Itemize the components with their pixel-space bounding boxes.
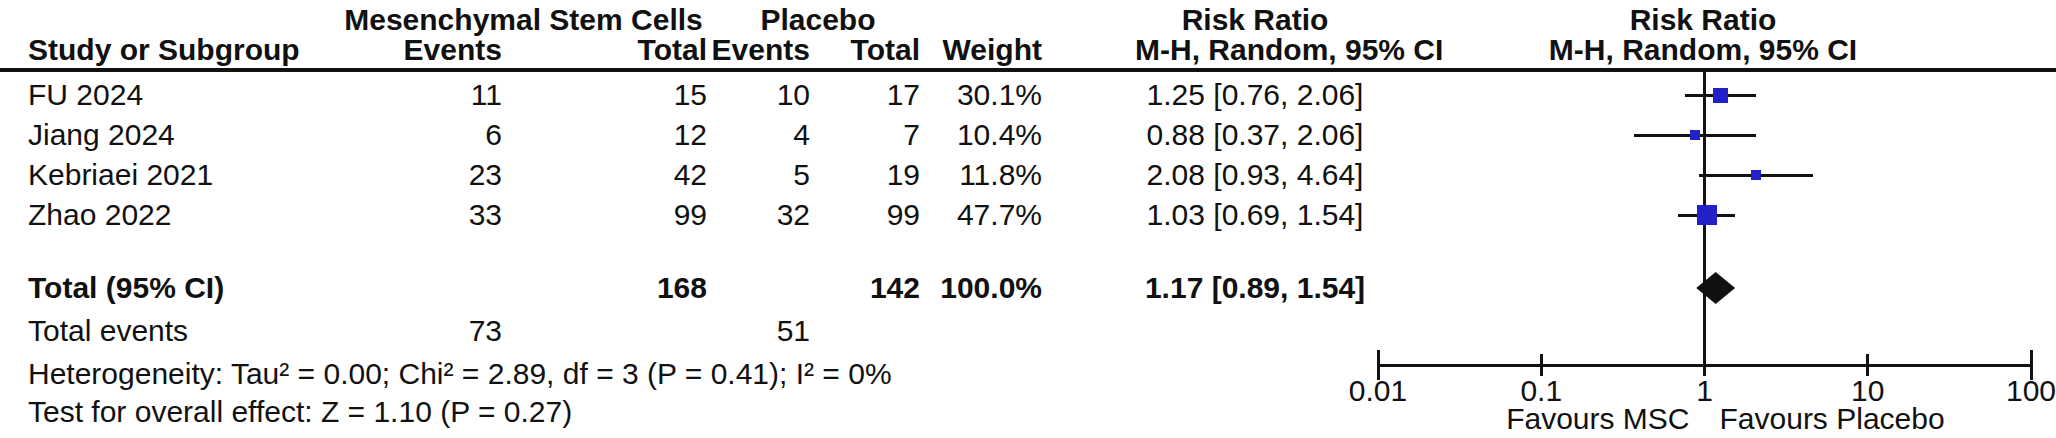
heterogeneity-text: Heterogeneity: Tau² = 0.00; Chi² = 2.89,… — [28, 354, 1028, 394]
effect-square — [1697, 205, 1717, 225]
total-row-weight: 100.0% — [940, 268, 1042, 308]
col-header-mh-ci-plot: M-H, Random, 95% CI — [1543, 30, 1863, 70]
total-events-value2: 51 — [710, 311, 810, 351]
msc-events: 33 — [340, 195, 502, 235]
x-axis-tick-label: 100 — [1981, 376, 2056, 406]
col-header-mh-ci-text: M-H, Random, 95% CI — [1135, 30, 1375, 70]
msc-events: 11 — [340, 75, 502, 115]
forest-plot-figure: Mesenchymal Stem Cells Placebo Risk Rati… — [0, 0, 2056, 438]
header-separator-line — [0, 68, 2056, 72]
weight-value: 10.4% — [940, 115, 1042, 155]
msc-events: 23 — [340, 155, 502, 195]
study-label: FU 2024 — [28, 75, 333, 115]
placebo-total: 99 — [830, 195, 920, 235]
rr-ci-text: 0.88 [0.37, 2.06] — [1135, 115, 1375, 155]
rr-ci-text: 1.25 [0.76, 2.06] — [1135, 75, 1375, 115]
total-events-value1: 73 — [340, 311, 502, 351]
col-header-events2: Events — [710, 30, 810, 70]
weight-value: 47.7% — [940, 195, 1042, 235]
msc-events: 6 — [340, 115, 502, 155]
effect-square — [1751, 170, 1761, 180]
msc-total: 42 — [545, 155, 707, 195]
x-axis-tick — [1866, 354, 1869, 376]
weight-value: 11.8% — [940, 155, 1042, 195]
effect-square — [1690, 130, 1700, 140]
col-header-weight: Weight — [940, 30, 1042, 70]
favours-right-label: Favours Placebo — [1720, 404, 2020, 434]
overall-effect-text: Test for overall effect: Z = 1.10 (P = 0… — [28, 392, 1028, 432]
placebo-total: 7 — [830, 115, 920, 155]
col-header-events1: Events — [340, 30, 502, 70]
placebo-total: 19 — [830, 155, 920, 195]
weight-value: 30.1% — [940, 75, 1042, 115]
col-header-total2: Total — [830, 30, 920, 70]
col-header-total1: Total — [545, 30, 707, 70]
placebo-events: 5 — [710, 155, 810, 195]
msc-total: 99 — [545, 195, 707, 235]
rr-ci-text: 1.03 [0.69, 1.54] — [1135, 195, 1375, 235]
col-header-study: Study or Subgroup — [28, 30, 333, 70]
study-label: Kebriaei 2021 — [28, 155, 333, 195]
x-axis-tick-label: 0.01 — [1328, 376, 1428, 406]
study-label: Jiang 2024 — [28, 115, 333, 155]
study-label: Zhao 2022 — [28, 195, 333, 235]
total-row-label: Total (95% CI) — [28, 268, 333, 308]
x-axis-tick — [1703, 354, 1706, 376]
total-row-total2: 142 — [830, 268, 920, 308]
total-events-label: Total events — [28, 311, 333, 351]
msc-total: 15 — [545, 75, 707, 115]
total-row-total1: 168 — [545, 268, 707, 308]
x-axis-tick — [1540, 354, 1543, 376]
rr-ci-text: 2.08 [0.93, 4.64] — [1135, 155, 1375, 195]
placebo-events: 10 — [710, 75, 810, 115]
total-row-rr: 1.17 [0.89, 1.54] — [1135, 268, 1375, 308]
favours-left-label: Favours MSC — [1390, 404, 1690, 434]
placebo-total: 17 — [830, 75, 920, 115]
placebo-events: 32 — [710, 195, 810, 235]
msc-total: 12 — [545, 115, 707, 155]
placebo-events: 4 — [710, 115, 810, 155]
effect-square — [1713, 88, 1728, 103]
